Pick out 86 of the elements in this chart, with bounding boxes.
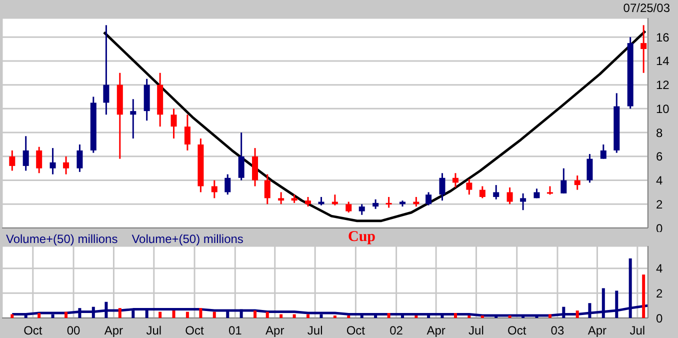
candlestick xyxy=(479,185,486,199)
bar xyxy=(266,312,269,318)
y-tick-label: 6 xyxy=(656,150,663,164)
candlestick xyxy=(278,191,284,205)
candlestick xyxy=(586,153,593,184)
candlestick xyxy=(211,180,218,199)
candlestick xyxy=(103,24,110,116)
y-tick-label: 12 xyxy=(656,78,670,92)
bar xyxy=(212,312,216,318)
bar xyxy=(642,274,646,318)
candlestick xyxy=(170,108,177,140)
x-tick-label: 00 xyxy=(66,324,81,338)
candlestick xyxy=(358,203,365,216)
y-tick-label: 4 xyxy=(656,262,663,276)
x-tick-label: Apr xyxy=(426,324,446,338)
text: Cup xyxy=(348,229,376,246)
y-tick-label: 0 xyxy=(656,221,663,236)
y-tick-label: 16 xyxy=(656,30,670,44)
bar xyxy=(158,312,162,318)
x-tick-label: Oct xyxy=(185,324,205,338)
candlestick xyxy=(305,196,311,208)
x-tick-label: Oct xyxy=(508,324,527,338)
candlestick xyxy=(426,191,432,206)
x-tick-label: 02 xyxy=(390,324,404,338)
x-tick-label: Jul xyxy=(468,324,484,338)
candlestick xyxy=(252,147,258,187)
y-tick-label: 14 xyxy=(656,54,670,68)
candlestick xyxy=(9,150,16,172)
x-tick-label: Jul xyxy=(146,324,162,338)
candlestick xyxy=(264,174,270,205)
candlestick xyxy=(386,196,392,208)
x-tick-label: Apr xyxy=(266,324,284,338)
bar xyxy=(10,314,14,318)
x-tick-label: Oct xyxy=(346,324,366,338)
y-tick-label: 8 xyxy=(656,126,663,140)
candlestick xyxy=(130,98,136,140)
bar xyxy=(306,314,310,318)
candlestick xyxy=(224,174,231,196)
bar xyxy=(186,312,189,318)
candlestick xyxy=(50,147,56,176)
bar xyxy=(38,313,41,318)
annotation: Volume+(50) millions xyxy=(6,232,118,246)
y-tick-label: 4 xyxy=(656,174,663,188)
candlestick xyxy=(63,156,70,176)
bar xyxy=(292,314,296,318)
bar xyxy=(172,310,176,318)
candlestick xyxy=(36,146,42,174)
y-tick-label: 10 xyxy=(656,102,670,116)
candlestick xyxy=(184,114,190,152)
bar xyxy=(118,308,122,318)
line-series xyxy=(102,30,647,222)
x-tick-label: Oct xyxy=(24,324,43,338)
candlestick xyxy=(76,144,83,173)
candlestick xyxy=(22,135,29,172)
candlestick xyxy=(574,174,580,191)
bar xyxy=(199,308,202,318)
y-tick-label: 0 xyxy=(656,311,663,326)
candlestick xyxy=(452,172,458,188)
text: 07/25/03 xyxy=(623,1,670,15)
candlestick xyxy=(346,201,352,214)
bar xyxy=(576,310,579,318)
x-tick-label: 01 xyxy=(228,324,242,338)
x-tick-label: Apr xyxy=(104,324,124,338)
x-tick-label: Apr xyxy=(588,324,607,338)
x-tick-label: 03 xyxy=(550,324,564,338)
x-tick-label: Jul xyxy=(307,324,323,338)
candlestick xyxy=(238,132,244,182)
bar xyxy=(454,313,457,318)
y-tick-label: 2 xyxy=(656,197,663,212)
bar xyxy=(280,314,283,318)
candlestick xyxy=(506,186,513,205)
candlestick xyxy=(466,178,472,196)
annotation: Volume+(50) millions xyxy=(132,232,244,246)
candlestick xyxy=(520,192,526,211)
x-tick-label: Jul xyxy=(630,324,646,338)
candlestick xyxy=(640,24,647,74)
candlestick xyxy=(493,184,500,200)
candlestick xyxy=(560,168,567,194)
candlestick xyxy=(372,198,379,210)
bar xyxy=(254,310,257,318)
bar xyxy=(387,313,390,318)
candlestick xyxy=(439,172,446,202)
bar xyxy=(64,312,68,318)
bar xyxy=(548,314,552,318)
candlestick xyxy=(600,144,606,160)
y-tick-label: 2 xyxy=(656,286,663,300)
